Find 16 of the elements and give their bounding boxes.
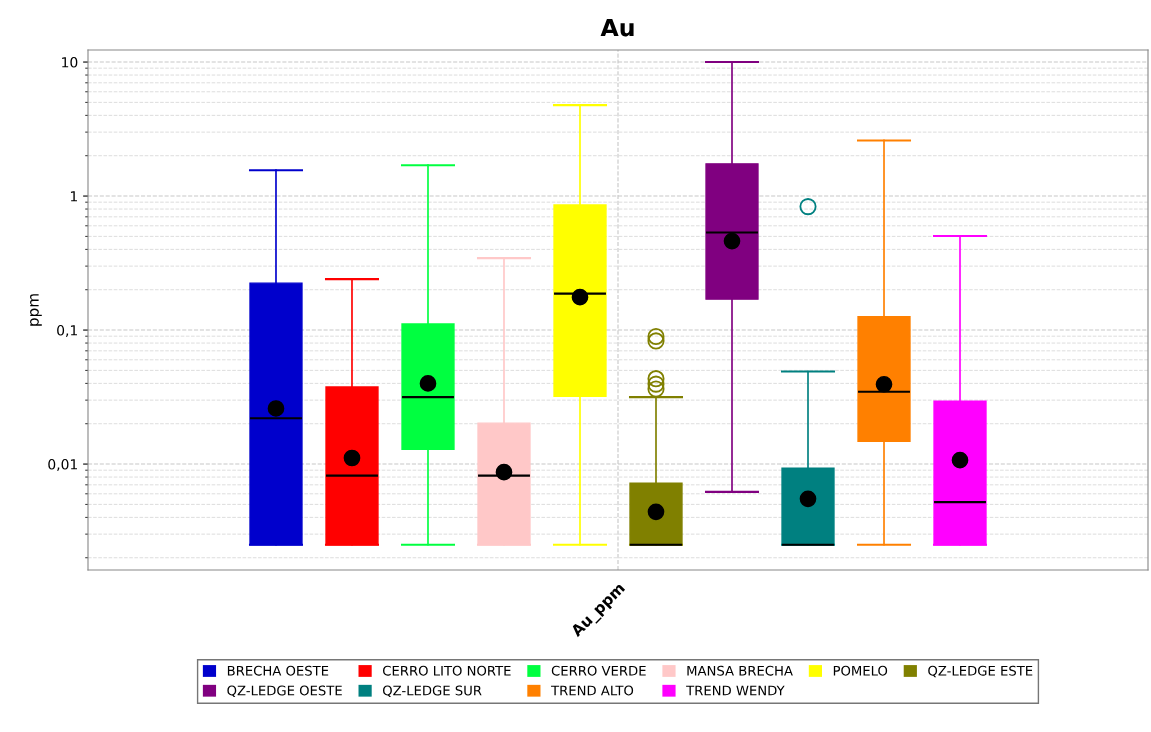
legend-label: CERRO VERDE <box>551 665 646 676</box>
legend-label: QZ-LEDGE SUR <box>382 685 482 697</box>
y-tick-label: 0,1 <box>57 325 77 337</box>
chart-title: Au <box>600 18 634 37</box>
legend-label: MANSA BRECHA <box>687 665 793 676</box>
legend-label: CERRO LITO NORTE <box>382 665 511 676</box>
legend-label: BRECHA OESTE <box>227 665 329 676</box>
y-axis-title: ppm <box>30 294 42 326</box>
y-tick-label: 1 <box>70 191 77 202</box>
y-tick-label: 10 <box>62 57 78 68</box>
legend-label: TREND WENDY <box>686 685 785 696</box>
legend-label: TREND ALTO <box>551 685 634 696</box>
y-tick-label: 0,01 <box>48 459 77 471</box>
legend-label: QZ-LEDGE ESTE <box>928 665 1033 678</box>
legend-label: QZ-LEDGE OESTE <box>227 685 342 697</box>
legend-label: POMELO <box>833 665 888 676</box>
